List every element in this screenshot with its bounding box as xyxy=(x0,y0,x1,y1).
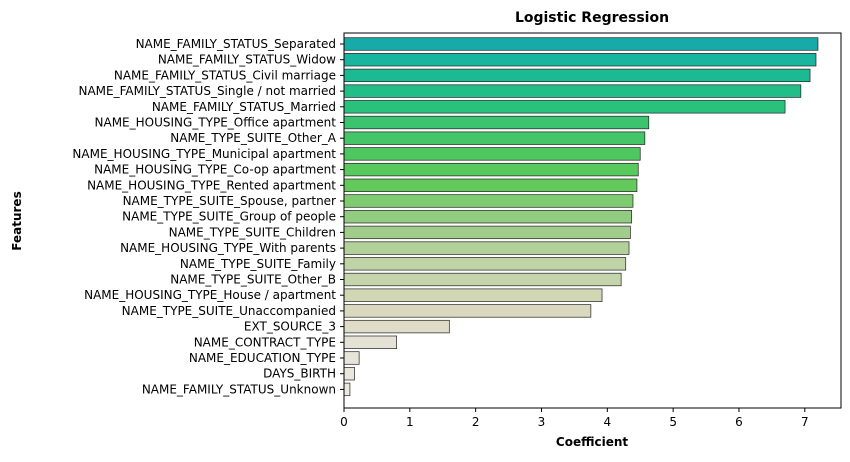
bar xyxy=(343,335,398,349)
y-tick-label: NAME_FAMILY_STATUS_Unknown xyxy=(142,382,336,396)
y-tick-label: NAME_TYPE_SUITE_Unaccompanied xyxy=(122,304,336,318)
x-axis-ticks: 0 1 2 3 4 5 6 7 xyxy=(340,408,809,429)
bar xyxy=(343,194,634,208)
y-tick-label: NAME_TYPE_SUITE_Other_A xyxy=(170,131,337,145)
y-tick-label: NAME_FAMILY_STATUS_Civil marriage xyxy=(114,68,336,82)
y-tick-label: NAME_HOUSING_TYPE_Municipal apartment xyxy=(72,147,336,161)
bars-group xyxy=(343,37,819,397)
y-tick-label: NAME_FAMILY_STATUS_Single / not married xyxy=(78,84,336,98)
bar xyxy=(343,53,817,67)
bar xyxy=(343,37,819,51)
y-tick-label: NAME_TYPE_SUITE_Other_B xyxy=(170,273,336,287)
y-tick-label: NAME_FAMILY_STATUS_Widow xyxy=(158,53,336,67)
bar xyxy=(343,257,627,271)
bar xyxy=(343,319,450,334)
plot-frame xyxy=(343,32,842,409)
y-tick-label: NAME_FAMILY_STATUS_Married xyxy=(152,100,336,114)
chart-title: Logistic Regression xyxy=(515,10,669,26)
bar xyxy=(343,100,786,114)
y-tick-label: NAME_TYPE_SUITE_Group of people xyxy=(122,210,336,224)
x-tick-label: 5 xyxy=(669,415,677,429)
bar xyxy=(343,178,638,192)
bar xyxy=(343,162,639,177)
y-tick-label: NAME_HOUSING_TYPE_With parents xyxy=(120,241,336,255)
y-tick-label: NAME_TYPE_SUITE_Family xyxy=(180,257,336,271)
bar xyxy=(343,304,592,318)
x-tick-label: 4 xyxy=(603,415,611,429)
bar xyxy=(343,288,603,302)
x-axis-label: Coefficient xyxy=(556,435,628,449)
bar xyxy=(343,351,360,365)
bar xyxy=(343,147,641,161)
y-tick-label: NAME_FAMILY_STATUS_Separated xyxy=(136,37,336,51)
x-tick-label: 2 xyxy=(472,415,480,429)
bar xyxy=(343,367,355,381)
bar xyxy=(343,225,631,240)
bar xyxy=(343,241,630,255)
y-tick-label: DAYS_BIRTH xyxy=(263,367,336,381)
x-tick-label: 7 xyxy=(801,415,809,429)
x-tick-label: 6 xyxy=(735,415,743,429)
bar xyxy=(343,210,633,224)
y-tick-label: NAME_CONTRACT_TYPE xyxy=(194,335,336,349)
x-tick-label: 0 xyxy=(340,415,348,429)
bar xyxy=(343,272,622,287)
y-tick-label: NAME_HOUSING_TYPE_Co-op apartment xyxy=(94,163,336,177)
y-tick-label: NAME_HOUSING_TYPE_Office apartment xyxy=(95,116,337,130)
y-axis-ticks: NAME_FAMILY_STATUS_Separated NAME_FAMILY_… xyxy=(72,37,344,396)
bar xyxy=(343,68,811,83)
y-tick-label: NAME_HOUSING_TYPE_House / apartment xyxy=(84,288,336,302)
y-tick-label: NAME_EDUCATION_TYPE xyxy=(189,351,336,365)
y-tick-label: NAME_HOUSING_TYPE_Rented apartment xyxy=(87,178,336,192)
bar xyxy=(343,115,650,130)
bar xyxy=(343,84,802,98)
bar xyxy=(343,382,351,397)
y-tick-label: NAME_TYPE_SUITE_Spouse, partner xyxy=(123,194,336,208)
x-tick-label: 1 xyxy=(406,415,414,429)
bar xyxy=(343,131,646,145)
y-tick-label: NAME_TYPE_SUITE_Children xyxy=(169,225,336,239)
y-axis-label: Features xyxy=(10,191,24,250)
y-tick-label: EXT_SOURCE_3 xyxy=(244,320,336,334)
x-tick-label: 3 xyxy=(538,415,546,429)
